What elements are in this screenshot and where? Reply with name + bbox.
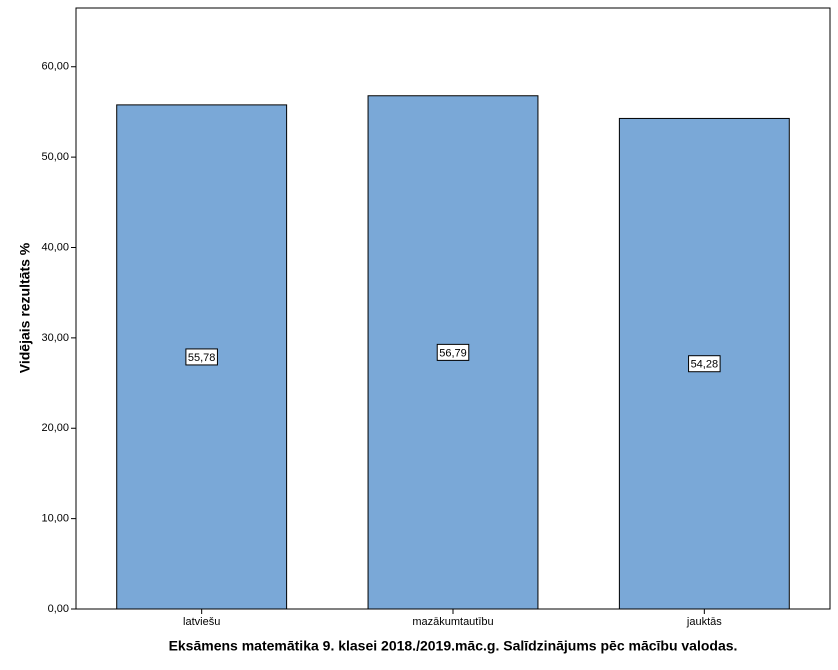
value-label-box	[185, 348, 218, 366]
y-tick-label: 60,00	[41, 61, 69, 73]
x-tick-label: latviešu	[183, 616, 220, 628]
y-tick-label: 50,00	[41, 151, 69, 163]
y-tick-label: 30,00	[41, 332, 69, 344]
value-label: 56,79	[439, 347, 467, 359]
y-tick-label: 20,00	[41, 422, 69, 434]
x-tick-label: mazākumtautību	[412, 616, 493, 628]
y-tick-label: 10,00	[41, 513, 69, 525]
x-tick-label: jauktās	[686, 616, 722, 628]
bar	[367, 95, 539, 610]
x-axis-title: Eksāmens matemātika 9. klasei 2018./2019…	[169, 638, 738, 654]
y-tick-label: 40,00	[41, 241, 69, 253]
y-axis-title: Vidējais rezultāts %	[17, 242, 33, 373]
value-label: 55,78	[188, 352, 216, 364]
value-label-box	[436, 343, 470, 361]
value-label: 54,28	[691, 359, 719, 371]
value-label-box	[688, 355, 721, 373]
y-tick-label: 0,00	[48, 603, 69, 615]
